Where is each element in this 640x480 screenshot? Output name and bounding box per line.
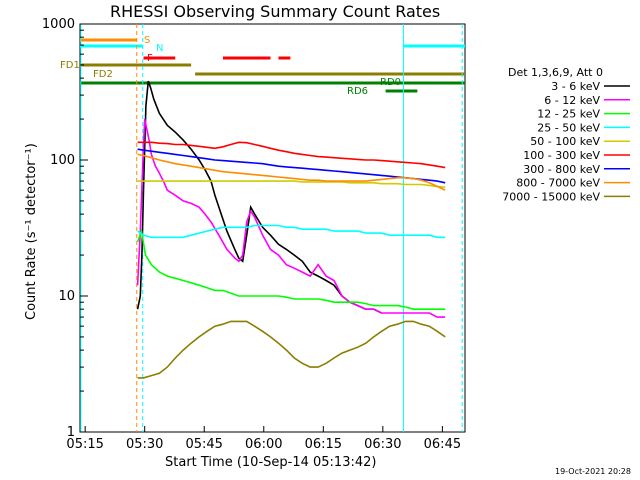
legend-label-0: 3 - 6 keV xyxy=(551,80,600,93)
flag-label-f: F xyxy=(147,53,153,64)
flag-label-fd1: FD1 xyxy=(60,60,80,71)
x-tick-label-0: 05:15 xyxy=(66,437,103,452)
series-line-4 xyxy=(137,180,446,189)
x-tick-label-1: 05:30 xyxy=(126,437,163,452)
legend-label-6: 300 - 800 keV xyxy=(523,163,600,176)
series-line-7 xyxy=(137,153,446,191)
x-tick-label-5: 06:30 xyxy=(364,437,401,452)
series-line-5 xyxy=(137,141,446,169)
y-tick-label-2: 100 xyxy=(50,153,75,168)
legend-label-2: 12 - 25 keV xyxy=(537,108,600,121)
legend-label-4: 50 - 100 keV xyxy=(530,135,600,148)
flag-label-fd2: FD2 xyxy=(93,69,113,80)
series-line-8 xyxy=(137,320,446,379)
y-tick-label-1: 10 xyxy=(58,289,75,304)
flag-label-rd6: RD6 xyxy=(347,86,368,97)
plot-frame xyxy=(79,23,466,433)
legend-label-3: 25 - 50 keV xyxy=(537,121,600,134)
plot-area: SNF FD1 FD2 RD0 RD6 xyxy=(60,23,466,433)
flag-label-s: S xyxy=(144,35,150,46)
series-line-1 xyxy=(136,118,446,318)
series-line-3 xyxy=(137,224,446,239)
y-tick-label-0: 1 xyxy=(67,425,75,440)
legend-label-7: 800 - 7000 keV xyxy=(516,177,600,190)
series-line-2 xyxy=(136,227,446,311)
legend-header: Det 1,3,6,9, Att 0 xyxy=(508,66,603,79)
x-tick-label-3: 06:00 xyxy=(245,437,282,452)
flag-label-n: N xyxy=(156,43,163,54)
x-tick-label-2: 05:45 xyxy=(185,437,222,452)
x-tick-label-6: 06:45 xyxy=(424,437,461,452)
x-axis: 05:15 05:30 05:45 06:00 06:15 06:30 06:45 xyxy=(66,426,461,452)
series-line-6 xyxy=(137,148,446,184)
series-line-0 xyxy=(136,80,382,314)
y-tick-label-3: 1000 xyxy=(42,17,75,32)
y-axis: 1 10 100 1000 xyxy=(42,17,88,440)
x-axis-label: Start Time (10-Sep-14 05:13:42) xyxy=(165,455,376,470)
legend-label-5: 100 - 300 keV xyxy=(523,149,600,162)
legend-label-1: 6 - 12 keV xyxy=(544,94,600,107)
x-tick-label-4: 06:15 xyxy=(305,437,342,452)
chart-title: RHESSI Observing Summary Count Rates xyxy=(110,2,440,21)
footer-date: 19-Oct-2021 20:28 xyxy=(555,467,631,476)
legend-label-8: 7000 - 15000 keV xyxy=(502,190,600,203)
y-axis-label: Count Rate (s⁻¹ detector⁻¹) xyxy=(24,143,39,320)
flag-label-rd0: RD0 xyxy=(380,77,401,88)
